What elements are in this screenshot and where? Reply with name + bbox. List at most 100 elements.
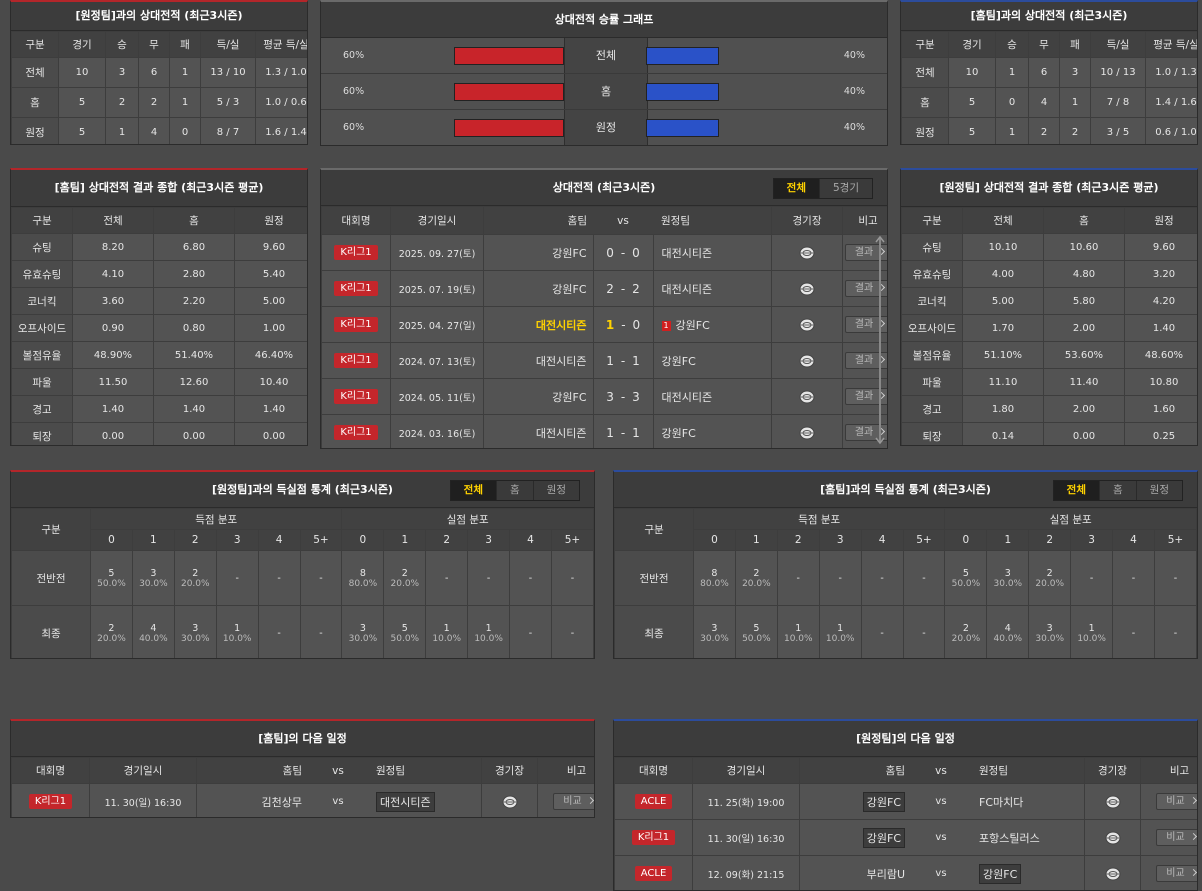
score-separator: - xyxy=(620,245,626,260)
tab[interactable]: 원정 xyxy=(532,481,579,500)
column-header: 구분 xyxy=(901,207,963,234)
cell: 5.00 xyxy=(962,287,1044,315)
percent: 20.0% xyxy=(180,578,210,589)
tab[interactable]: 전체 xyxy=(1053,481,1099,500)
button-label: 결과 xyxy=(854,283,874,294)
match-row: K리그1 2025. 09. 27(토) 강원FC 0-0 대전시티즌 결과 xyxy=(321,234,887,271)
cell: 8 / 7 xyxy=(200,117,256,144)
cell: 1 xyxy=(995,57,1029,88)
tab-group: 전체 홈 원정 xyxy=(449,480,580,501)
result-button[interactable]: 결과 xyxy=(844,388,887,405)
group-row: 구분 득점 분포 실점 분포 xyxy=(614,508,1197,551)
dist-cell: - xyxy=(1070,550,1114,606)
count: 3 xyxy=(1004,567,1011,579)
percent: 30.0% xyxy=(1035,633,1064,644)
tab[interactable]: 5경기 xyxy=(818,179,872,198)
schedule-row: ACLE 12. 09(화) 21:15 부리람U vs 강원FC 비교 xyxy=(614,855,1197,890)
away-summary-panel: [원정팀] 상대전적 결과 종합 (최근3시즌 평균) 구분 전체 홈 원정 슈팅 10.1… xyxy=(900,168,1198,446)
scrollbar[interactable] xyxy=(874,234,886,446)
label-header: 구분 xyxy=(614,508,694,551)
row-label: 경고 xyxy=(11,395,73,423)
tab[interactable]: 홈 xyxy=(496,481,533,500)
away-goals-panel: [원정팀]과의 득실점 통계 (최근3시즌) 전체 홈 원정 구분 득점 분포 실점 분포 0… xyxy=(10,470,595,659)
cell: 5 / 3 xyxy=(200,87,256,118)
home-summary-panel: [홈팀] 상대전적 결과 종합 (최근3시즌 평균) 구분 전체 홈 원정 슈팅 8.20 6… xyxy=(10,168,308,446)
count: 8 xyxy=(711,567,718,579)
dist-cell: 3 30.0% xyxy=(1028,605,1072,658)
match-date: 2025. 07. 19(토) xyxy=(390,270,484,307)
result-button[interactable]: 결과 xyxy=(844,280,887,297)
away-team-name: 강원FC xyxy=(661,354,696,368)
tab[interactable]: 홈 xyxy=(1099,481,1136,500)
count: - xyxy=(528,572,533,584)
panel-title: [홈팀] 상대전적 결과 종합 (최근3시즌 평균) xyxy=(54,181,264,194)
panel-title: [원정팀] 상대전적 결과 종합 (최근3시즌 평균) xyxy=(939,181,1159,194)
compare-button[interactable]: 비교 xyxy=(1156,829,1197,846)
dist-cell: 1 10.0% xyxy=(425,605,469,658)
cell: 1.40 xyxy=(72,395,154,423)
note-cell: 결과 xyxy=(842,234,887,271)
cell: 9.60 xyxy=(1124,233,1197,261)
data-row: 최종 2 20.0% 4 40.0% 3 30.0% 1 10.0% - -3 30.0% 5 50.0%… xyxy=(11,605,594,658)
compare-button[interactable]: 비교 xyxy=(553,793,594,810)
home-next-panel: [홈팀]의 다음 일정 대회명 경기일시 홈팀 vs 원정팀 경기장 비고 K리그1 11. 30… xyxy=(10,719,595,818)
cell: 6 xyxy=(138,57,170,88)
result-button[interactable]: 결과 xyxy=(844,316,887,333)
count: - xyxy=(1131,627,1136,639)
row-label: 최종 xyxy=(614,605,694,658)
compare-button[interactable]: 비교 xyxy=(1156,793,1197,810)
percent: 10.0% xyxy=(825,633,855,644)
score-separator: - xyxy=(620,389,626,404)
percent: 40.0% xyxy=(993,633,1023,644)
count: 4 xyxy=(150,622,157,634)
bucket-header: 5+ xyxy=(299,529,343,551)
data-row: 코너킥 5.00 5.80 4.20 xyxy=(901,287,1197,315)
home-record-panel: [홈팀]과의 상대전적 (최근3시즌) 구분 경기 승 무 패 득/실 평균 득/실 전체 10 1… xyxy=(900,0,1198,145)
away-bar xyxy=(646,119,720,137)
result-button[interactable]: 결과 xyxy=(844,244,887,261)
matches-table: 대회명 경기일시 홈팀 vs 원정팀 경기장 비고 K리그1 2025. 09. 27(토) 강원… xyxy=(321,206,887,448)
panel-title: [홈팀]과의 상대전적 (최근3시즌) xyxy=(970,9,1128,22)
dist-cell: 3 30.0% xyxy=(341,605,385,658)
dist-cell: - xyxy=(509,605,552,658)
home-team: 강원FC xyxy=(799,819,911,856)
bucket-row: 0 1 2 3 4 5+ 0 1 2 3 4 5+ xyxy=(615,529,1197,551)
chevron xyxy=(1189,796,1197,805)
button-label: 비교 xyxy=(563,796,582,807)
panel-header: 상대전적 (최근3시즌) 전체 5경기 xyxy=(321,170,887,206)
dist-cell: - xyxy=(257,605,301,658)
percent: 20.0% xyxy=(1035,578,1064,589)
league-cell: K리그1 xyxy=(11,783,90,817)
dist-cell: 8 80.0% xyxy=(693,550,736,606)
percent: 10.0% xyxy=(1077,633,1106,644)
column-header: 홈팀 xyxy=(196,757,308,784)
bucket-header: 3 xyxy=(467,529,511,551)
column-header: vs xyxy=(593,206,653,235)
dist-cell: - xyxy=(776,550,820,606)
cell: 1 xyxy=(169,57,201,88)
column-header: 원정 xyxy=(1124,207,1197,234)
home-team: 대전시티즌 xyxy=(483,414,594,448)
tab[interactable]: 원정 xyxy=(1135,481,1182,500)
row-label: 경고 xyxy=(901,395,963,423)
cell: 2.80 xyxy=(153,260,235,288)
cell: 2.20 xyxy=(153,287,235,315)
percent: 10.0% xyxy=(783,633,813,644)
schedule-row: K리그1 11. 30(일) 16:30 강원FC vs 포항스틸러스 비교 xyxy=(614,819,1197,856)
stats-table: 구분 경기 승 무 패 득/실 평균 득/실 전체 10 1 6 3 10 / 13 1.0 / 1.3 홈… xyxy=(901,31,1197,144)
tab[interactable]: 전체 xyxy=(773,179,819,198)
cell: 5.80 xyxy=(1043,287,1125,315)
result-button[interactable]: 결과 xyxy=(844,424,887,441)
tab[interactable]: 전체 xyxy=(450,481,496,500)
cell: 4.20 xyxy=(1124,287,1197,315)
cell: 1.80 xyxy=(962,395,1044,423)
result-button[interactable]: 결과 xyxy=(844,352,887,369)
cell: 0 xyxy=(995,87,1029,118)
dist-cell: - xyxy=(1153,550,1197,606)
dist-cell: - xyxy=(257,550,301,606)
percent: 80.0% xyxy=(348,578,378,589)
home-team: 강원FC xyxy=(483,270,594,307)
row-label: 오프사이드 xyxy=(11,314,73,342)
compare-button[interactable]: 비교 xyxy=(1156,865,1197,882)
